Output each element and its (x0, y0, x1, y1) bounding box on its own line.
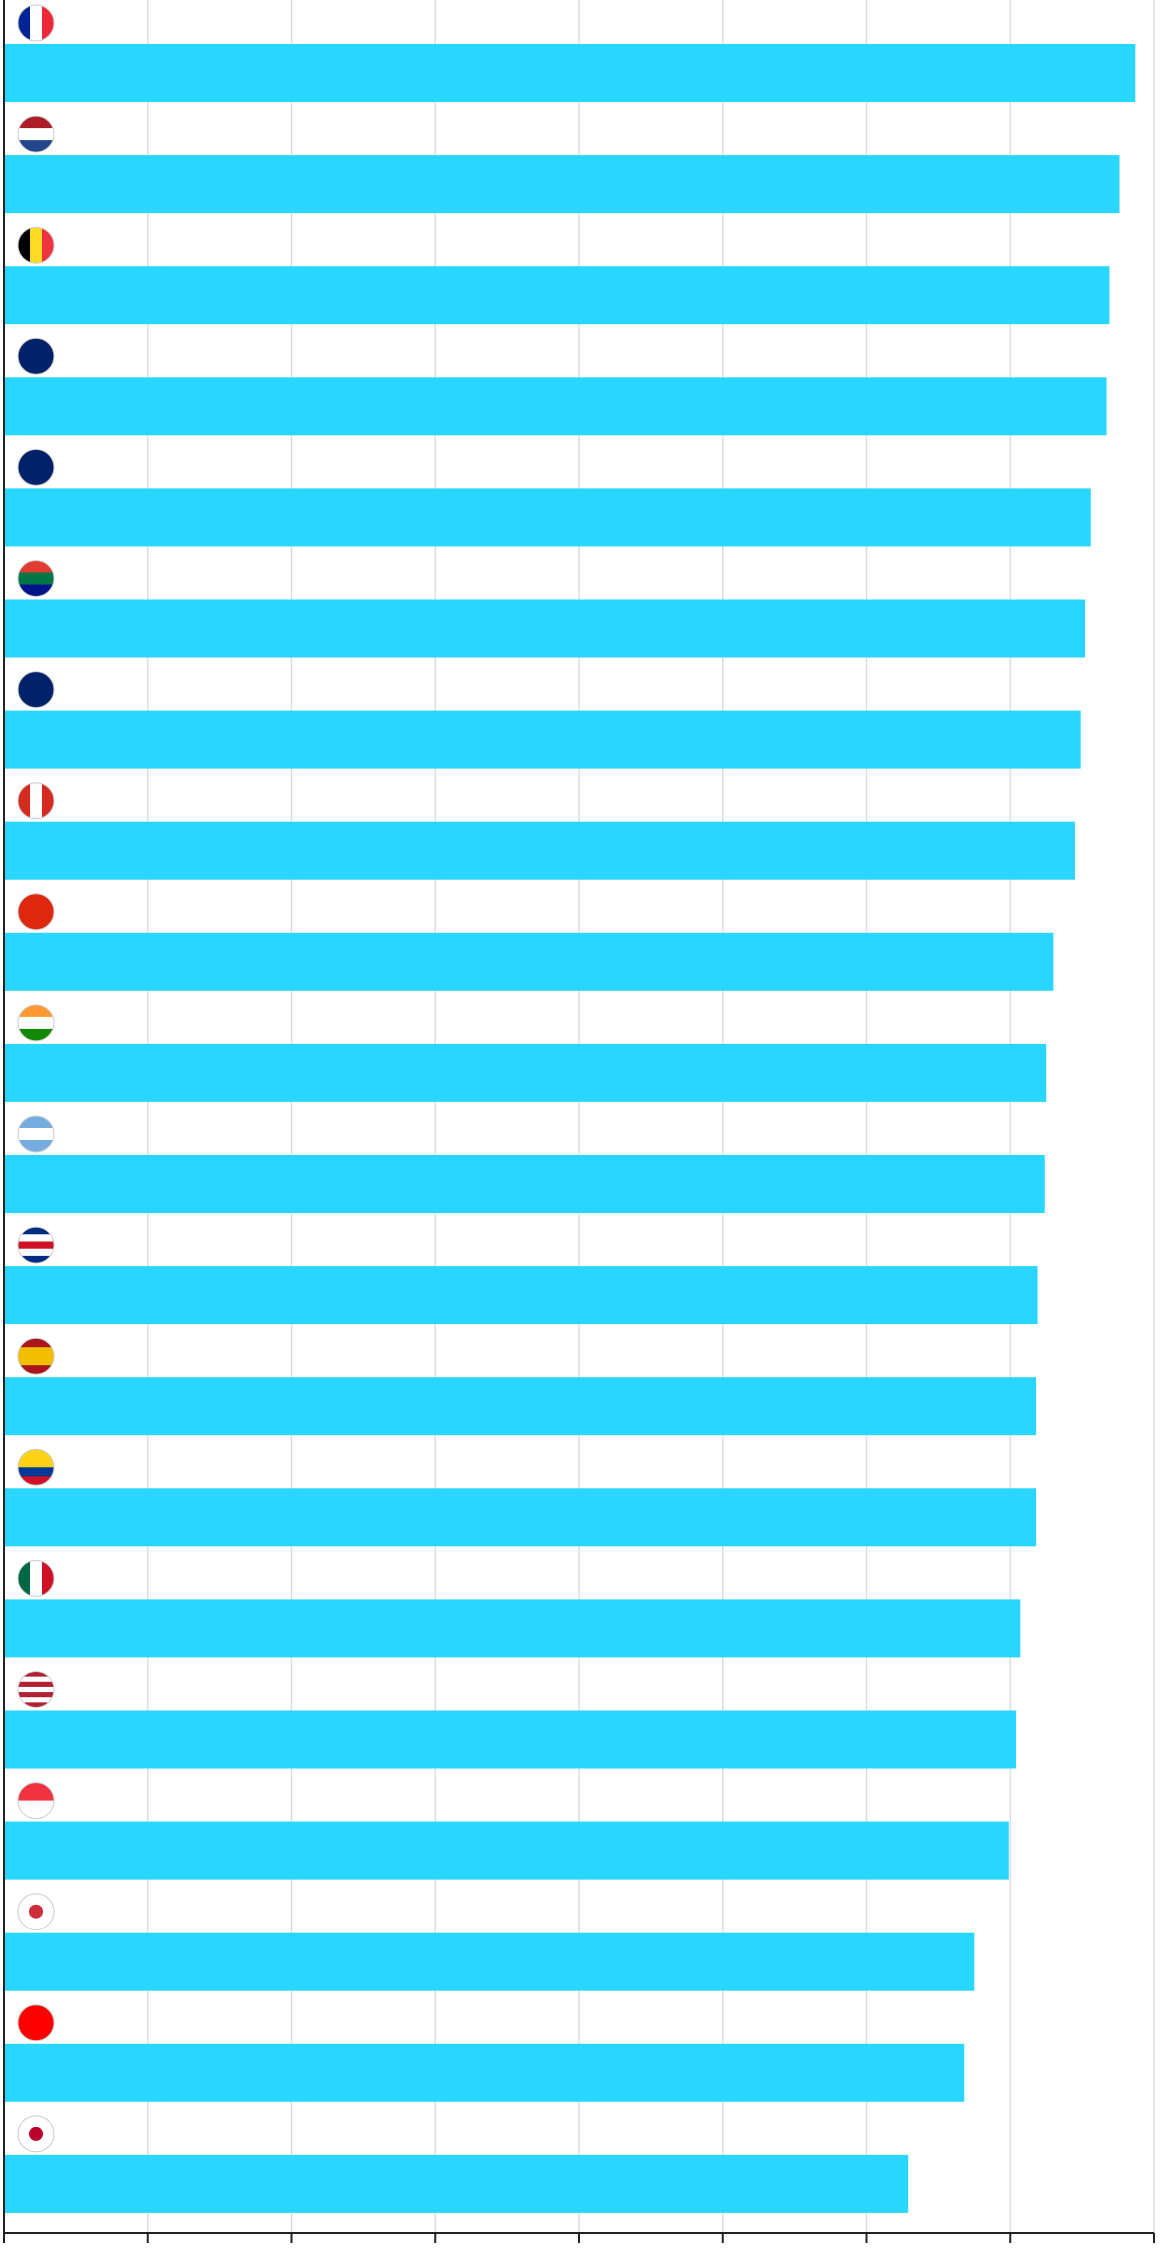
flag-icon (18, 1227, 54, 1264)
flag-icon (18, 1449, 54, 1486)
flag-icon (18, 5, 54, 41)
flag-icon (18, 671, 54, 708)
flag-border (17, 2115, 55, 2153)
bar (4, 1155, 1045, 1213)
flag-icon (18, 893, 54, 930)
bar (4, 599, 1085, 658)
flag-border (17, 226, 55, 264)
flag-icon (18, 338, 54, 375)
flag-border (17, 2004, 55, 2042)
flag-border (17, 337, 55, 375)
flag-border (17, 671, 55, 709)
flag-border (17, 560, 55, 597)
flag-icon (18, 560, 54, 597)
flag-border (17, 1782, 55, 1820)
bar (4, 266, 1110, 325)
flag-icon (18, 1782, 54, 1819)
flag-icon (18, 1893, 54, 1930)
bar (4, 710, 1081, 769)
flag-icon (18, 2115, 54, 2152)
bar (4, 1821, 1009, 1880)
flag-border (17, 1004, 55, 1042)
flag-border (17, 1115, 55, 1153)
flag-icon (18, 2004, 54, 2041)
bar (4, 44, 1136, 102)
flag-icon (18, 1338, 54, 1375)
bar (4, 155, 1120, 214)
flag-border (17, 1893, 55, 1931)
flag-icon (18, 782, 54, 819)
bar (4, 2043, 965, 2102)
flag-border (17, 1448, 55, 1486)
bar (4, 1488, 1037, 1547)
flag-icon (18, 1671, 54, 1708)
bar (4, 1043, 1047, 1102)
bar (4, 1266, 1038, 1325)
flag-border (17, 1559, 55, 1597)
bar (4, 488, 1091, 547)
bar (4, 1377, 1037, 1436)
flag-border (17, 893, 55, 931)
bar (4, 821, 1075, 880)
flag-border (17, 448, 55, 486)
flag-border (17, 115, 55, 153)
flag-icon (18, 116, 54, 153)
flag-border (17, 1671, 55, 1708)
bar (4, 1932, 975, 1991)
bar (4, 932, 1054, 991)
flag-icon (18, 1560, 54, 1597)
bar (4, 1599, 1021, 1658)
flag-icon (18, 449, 54, 486)
flag-icon (18, 1004, 54, 1041)
flag-border (17, 782, 55, 820)
bar (4, 1710, 1016, 1769)
flag-border (17, 4, 55, 42)
flag-border (17, 1226, 55, 1264)
flag-icon (18, 227, 54, 264)
bar (4, 2154, 909, 2213)
flag-icon (18, 1116, 54, 1152)
flag-border (17, 1337, 55, 1375)
bar (4, 377, 1107, 436)
